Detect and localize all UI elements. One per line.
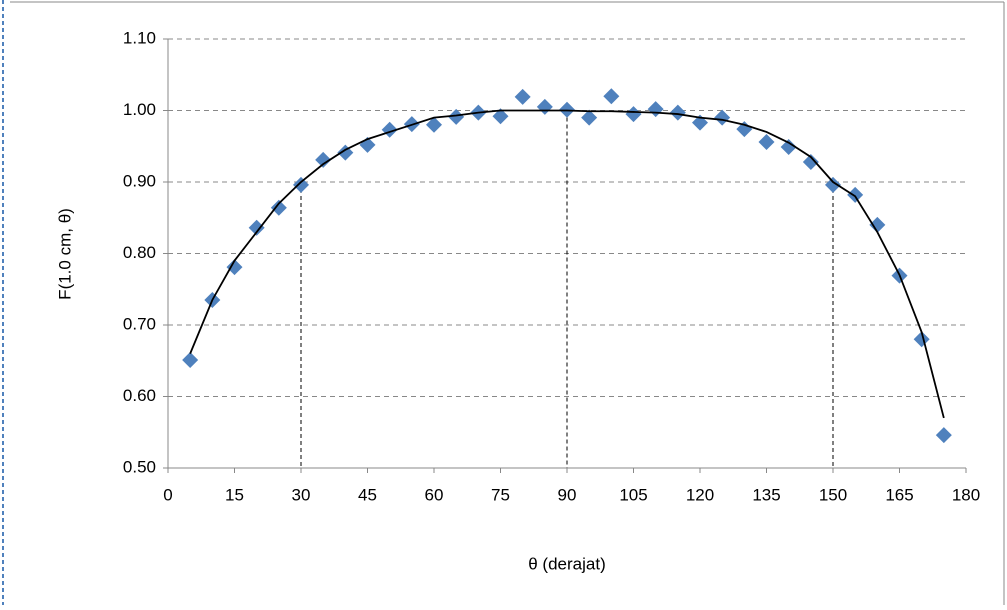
x-axis-title: θ (derajat) [528, 554, 605, 573]
x-tick-label: 120 [686, 485, 714, 504]
x-tick-label: 90 [558, 485, 577, 504]
data-point [293, 177, 309, 193]
x-tick-label: 45 [358, 485, 377, 504]
y-tick-label: 0.60 [123, 386, 156, 405]
data-point [626, 106, 642, 122]
y-tick-label: 1.10 [123, 28, 156, 47]
x-tick-label: 0 [163, 485, 172, 504]
y-tick-label: 0.80 [123, 243, 156, 262]
data-point [537, 99, 553, 115]
y-axis-title: F(1.0 cm, θ) [55, 208, 74, 300]
data-point [670, 105, 686, 121]
x-tick-label: 60 [425, 485, 444, 504]
data-point [182, 352, 198, 368]
data-point [515, 89, 531, 105]
x-tick-label: 30 [292, 485, 311, 504]
x-tick-label: 15 [225, 485, 244, 504]
y-tick-label: 0.70 [123, 314, 156, 333]
x-tick-label: 150 [819, 485, 847, 504]
x-tick-label: 135 [752, 485, 780, 504]
chart: θ (derajat) F(1.0 cm, θ) 0.50 0.60 0.70 0.8… [0, 0, 1007, 605]
data-point [714, 110, 730, 126]
x-tick-label: 75 [491, 485, 510, 504]
y-tick-label: 0.90 [123, 171, 156, 190]
x-tick-label: 180 [952, 485, 980, 504]
y-tick-label: 0.50 [123, 457, 156, 476]
data-point [847, 187, 863, 203]
data-point [271, 200, 287, 216]
data-point [759, 134, 775, 150]
x-tick-label: 165 [885, 485, 913, 504]
data-point [603, 88, 619, 104]
y-tick-label: 1.00 [123, 100, 156, 119]
x-tick-label: 105 [619, 485, 647, 504]
data-point [936, 427, 952, 443]
data-point [648, 101, 664, 117]
